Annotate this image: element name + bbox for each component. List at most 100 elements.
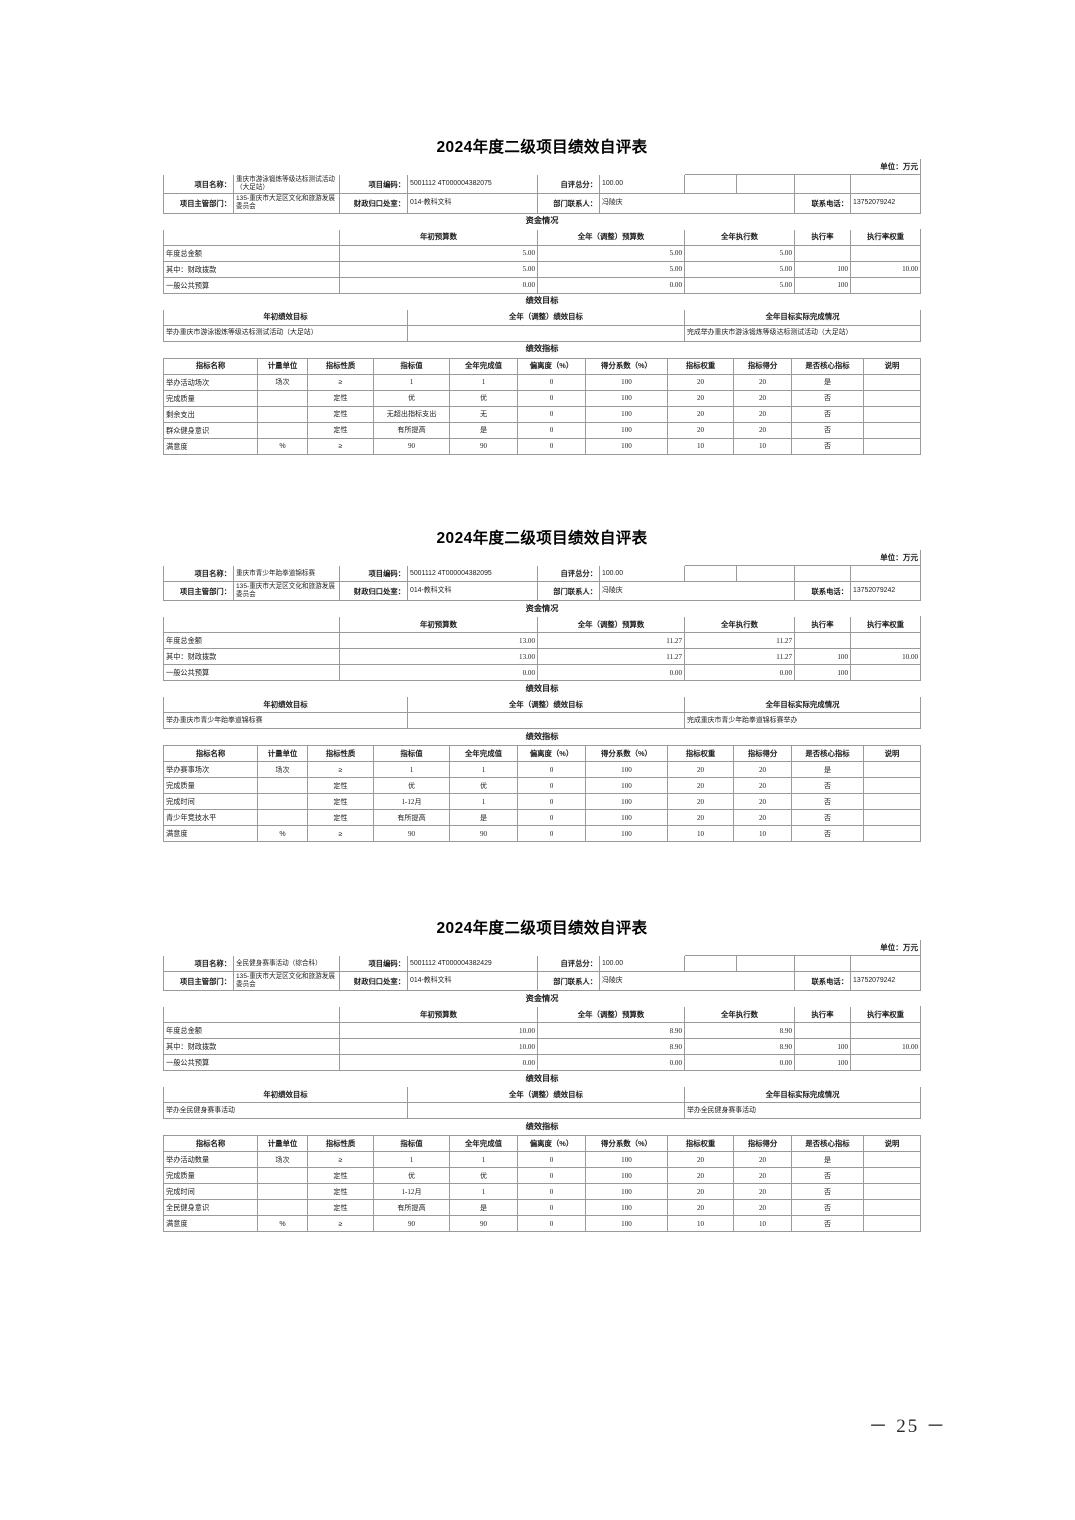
ind-nature: 定性	[307, 1183, 374, 1201]
funding-row: 年度总金额 10.00 8.90 8.90	[163, 1022, 922, 1040]
eval-table-3: 2024年度二级项目绩效自评表 单位：万元 项目名称： 全民健身赛事活动（综合科…	[162, 916, 922, 1136]
value-dept-contact: 冯陵庆	[599, 581, 795, 602]
ind-value: 90	[373, 825, 450, 843]
ind-name: 全民健身意识	[163, 1199, 258, 1217]
indicator-row: 青少年竞技水平 定性 有所提高 是 0 100 20 20 否	[163, 809, 921, 827]
ind-col-dev: 偏离度（%）	[517, 357, 586, 375]
funding-row: 其中：财政拨款 5.00 5.00 5.00 100 10.00 10.00	[163, 260, 922, 278]
ind-core: 否	[791, 777, 864, 795]
ind-core: 是	[791, 761, 864, 779]
funding-row: 其中：财政拨款 13.00 11.27 11.27 100 10.00 10.0…	[163, 648, 922, 666]
label-finance-office: 财政归口处室：	[339, 581, 408, 602]
goal-col-begin: 年初绩效目标	[163, 1086, 408, 1104]
ind-weight: 20	[667, 421, 734, 439]
indicator-row: 完成质量 定性 优 优 0 100 20 20 否	[163, 389, 921, 407]
ind-col-dev: 偏离度（%）	[517, 1135, 586, 1153]
ind-core: 否	[791, 437, 864, 455]
ind-unit	[257, 421, 308, 439]
ind-done: 90	[449, 437, 518, 455]
ind-weight: 20	[667, 389, 734, 407]
ind-col-dev: 偏离度（%）	[517, 745, 586, 763]
goal-actual-text: 举办全民健身赛事活动	[683, 1102, 922, 1120]
funding-weight	[849, 632, 922, 650]
ind-col-score: 指标得分	[733, 745, 792, 763]
funding-rate: 100	[794, 260, 851, 278]
ind-col-unit: 计量单位	[257, 357, 308, 375]
ind-dev: 0	[517, 405, 586, 423]
ind-done: 是	[449, 421, 518, 439]
ind-note	[863, 777, 921, 795]
goal-col-adjusted: 全年（调整）绩效目标	[407, 308, 685, 326]
ind-coef: 100	[585, 1151, 668, 1169]
ind-core: 否	[791, 1215, 864, 1233]
ind-done: 优	[449, 777, 518, 795]
ind-note	[863, 793, 921, 811]
goal-col-actual: 全年目标实际完成情况	[683, 308, 922, 326]
value-dept-contact: 冯陵庆	[599, 193, 795, 214]
ind-coef: 100	[585, 1183, 668, 1201]
ind-score: 20	[733, 421, 792, 439]
ind-weight: 20	[667, 809, 734, 827]
ind-dev: 0	[517, 1151, 586, 1169]
ind-col-unit: 计量单位	[257, 1135, 308, 1153]
funding-rate: 100	[794, 648, 851, 666]
funding-begin: 5.00	[339, 260, 538, 278]
funding-col-rate: 执行率	[794, 228, 851, 246]
funding-row-label: 年度总金额	[163, 244, 340, 262]
indicator-table-1: 指标名称 计量单位 指标性质 指标值 全年完成值 偏离度（%） 得分系数（%） …	[163, 357, 921, 455]
funding-col-begin: 年初预算数	[339, 616, 538, 634]
ind-weight: 20	[667, 405, 734, 423]
ind-coef: 100	[585, 389, 668, 407]
funding-rate: 100	[794, 1038, 851, 1056]
spacer	[163, 939, 685, 957]
ind-col-core: 是否核心指标	[791, 357, 864, 375]
funding-col-rate: 执行率	[794, 1006, 851, 1024]
ind-col-coef: 得分系数（%）	[585, 357, 668, 375]
indicator-row: 完成质量 定性 优 优 0 100 20 20 否	[163, 1167, 921, 1185]
funding-adjusted: 11.27	[537, 632, 685, 650]
ind-unit	[257, 1183, 308, 1201]
ind-value: 1	[373, 761, 450, 779]
ind-weight: 10	[667, 1215, 734, 1233]
ind-unit: %	[257, 437, 308, 455]
funding-adjusted: 8.90	[537, 1038, 685, 1056]
indicator-row: 完成质量 定性 优 优 0 100 20 20 否	[163, 777, 921, 795]
ind-nature: ≥	[307, 373, 374, 391]
ind-core: 是	[791, 373, 864, 391]
value-project-code: 5001112 4T000004382075	[407, 174, 538, 195]
ind-dev: 0	[517, 373, 586, 391]
ind-done: 1	[449, 1183, 518, 1201]
goal-adjusted-text	[407, 712, 685, 730]
ind-coef: 100	[585, 405, 668, 423]
header-pad-c	[794, 955, 851, 973]
ind-dev: 0	[517, 437, 586, 455]
spacer	[163, 549, 685, 567]
ind-score: 20	[733, 809, 792, 827]
ind-note	[863, 1199, 921, 1217]
label-project-code: 项目编码：	[339, 174, 408, 195]
value-self-eval-total: 100.00	[599, 955, 685, 973]
ind-score: 10	[733, 1215, 792, 1233]
ind-name: 满意度	[163, 825, 258, 843]
unit-label: 单位：万元	[683, 158, 922, 176]
ind-nature: 定性	[307, 1199, 374, 1217]
ind-value: 1	[373, 373, 450, 391]
ind-note	[863, 1215, 921, 1233]
ind-name: 完成质量	[163, 777, 258, 795]
ind-note	[863, 373, 921, 391]
ind-weight: 10	[667, 825, 734, 843]
ind-done: 90	[449, 1215, 518, 1233]
funding-begin: 0.00	[339, 276, 538, 294]
ind-score: 10	[733, 437, 792, 455]
value-dept-contact: 冯陵庆	[599, 971, 795, 992]
funding-col-rate: 执行率	[794, 616, 851, 634]
ind-coef: 100	[585, 1199, 668, 1217]
funding-col-begin: 年初预算数	[339, 1006, 538, 1024]
funding-row-label: 年度总金额	[163, 1022, 340, 1040]
funding-row: 其中：财政拨款 10.00 8.90 8.90 100 10.00 10.00	[163, 1038, 922, 1056]
ind-name: 满意度	[163, 437, 258, 455]
ind-done: 1	[449, 373, 518, 391]
funding-row: 一般公共预算 0.00 0.00 0.00 100	[163, 664, 922, 682]
funding-weight	[849, 1054, 922, 1072]
ind-note	[863, 421, 921, 439]
